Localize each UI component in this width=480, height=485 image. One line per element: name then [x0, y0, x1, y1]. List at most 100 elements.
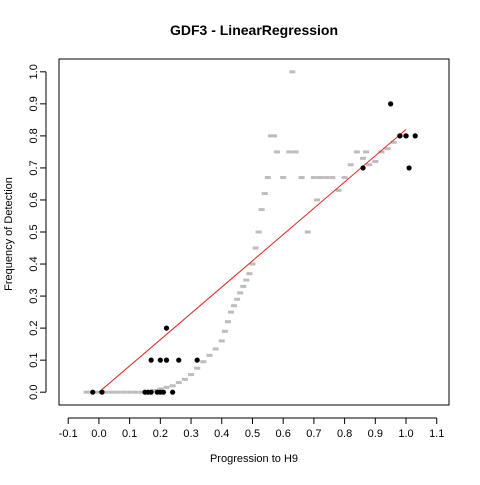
background-point: [249, 262, 256, 266]
x-tick-label: 0.9: [368, 428, 383, 440]
observed-point: [99, 389, 105, 395]
background-point: [120, 390, 127, 394]
background-point: [234, 297, 241, 301]
x-tick-label: 0.7: [306, 428, 321, 440]
background-point: [126, 390, 133, 394]
background-point: [280, 176, 287, 180]
background-point: [304, 230, 311, 234]
x-tick-label: 1.0: [398, 428, 413, 440]
background-point: [200, 360, 207, 364]
background-point: [227, 310, 234, 314]
background-point: [240, 284, 247, 288]
y-tick-label: 0.3: [28, 288, 40, 303]
y-axis-label: Frequency of Detection: [3, 177, 15, 291]
background-point: [151, 389, 158, 393]
background-point: [246, 272, 253, 276]
regression-line-segment: [98, 129, 407, 393]
background-point: [298, 176, 305, 180]
background-point: [329, 176, 336, 180]
background-point: [114, 390, 121, 394]
observed-point: [157, 357, 163, 363]
background-point: [384, 147, 391, 151]
x-tick-label: 0.3: [183, 428, 198, 440]
regression-line: [98, 129, 407, 393]
background-point: [317, 176, 324, 180]
background-point: [390, 140, 397, 144]
observed-points: [90, 101, 418, 395]
observed-point: [148, 357, 154, 363]
background-point: [102, 390, 109, 394]
background-point: [175, 381, 182, 385]
observed-point: [163, 325, 170, 331]
y-tick-label: 0.9: [28, 96, 40, 111]
background-point: [138, 390, 145, 394]
observed-point: [388, 101, 394, 107]
x-tick-label: -0.1: [59, 428, 78, 440]
background-point: [264, 176, 271, 180]
background-point: [83, 390, 90, 394]
background-point: [221, 329, 228, 333]
background-point: [347, 163, 354, 167]
background-point: [366, 163, 373, 167]
y-tick-label: 0.4: [28, 256, 40, 271]
background-point: [289, 70, 296, 74]
x-tick-label: 0.8: [337, 428, 352, 440]
x-tick-label: 1.1: [429, 428, 444, 440]
y-tick-label: 0.0: [28, 385, 40, 400]
background-point: [363, 150, 370, 154]
y-tick-label: 0.8: [28, 128, 40, 143]
background-point: [310, 176, 317, 180]
x-axis: -0.1 0.0 0.1 0.2 0.3 0.4 0.5 0.6 0.7 0.8 0.9 1.0 1.1: [59, 417, 444, 440]
x-tick-label: 0.2: [153, 428, 168, 440]
x-tick-label: 0.4: [214, 428, 229, 440]
background-point: [243, 278, 250, 282]
background-point: [313, 198, 320, 202]
observed-point: [176, 357, 182, 363]
x-tick-label: 0.1: [122, 428, 137, 440]
background-point: [292, 150, 299, 154]
y-axis: 0.0 0.1 0.2 0.3 0.4 0.5 0.6 0.7 0.8 0.9 1.0: [28, 64, 47, 400]
observed-point: [163, 357, 170, 363]
observed-point: [148, 389, 154, 395]
observed-point: [194, 357, 200, 363]
background-point: [218, 339, 225, 343]
observed-point: [406, 165, 412, 171]
background-point: [378, 150, 385, 154]
y-tick-label: 0.1: [28, 352, 40, 367]
background-point: [169, 384, 176, 388]
observed-point: [412, 133, 418, 139]
background-point: [360, 156, 367, 160]
background-point: [132, 390, 139, 394]
background-point: [224, 320, 231, 324]
background-point: [194, 366, 201, 370]
background-point: [258, 208, 265, 212]
background-point: [163, 385, 170, 389]
y-tick-label: 0.6: [28, 192, 40, 207]
background-point: [261, 192, 268, 196]
background-point: [372, 160, 379, 164]
observed-point: [170, 389, 176, 395]
background-point: [286, 150, 293, 154]
x-axis-label: Progression to H9: [210, 453, 298, 465]
background-point: [353, 150, 360, 154]
background-point: [181, 377, 188, 381]
background-point: [255, 230, 262, 234]
background-point: [188, 373, 195, 377]
observed-point: [360, 165, 366, 171]
y-tick-label: 0.5: [28, 224, 40, 239]
background-point: [270, 134, 277, 138]
background-point: [323, 176, 330, 180]
background-point: [335, 188, 342, 192]
observed-point: [397, 133, 403, 139]
background-point: [206, 353, 213, 357]
background-point: [231, 304, 238, 308]
x-tick-label: 0.0: [91, 428, 106, 440]
background-point: [157, 387, 164, 391]
y-tick-label: 0.2: [28, 320, 40, 335]
background-point: [212, 347, 219, 351]
background-point: [267, 134, 274, 138]
observed-point: [403, 133, 409, 139]
observed-point: [90, 389, 96, 395]
